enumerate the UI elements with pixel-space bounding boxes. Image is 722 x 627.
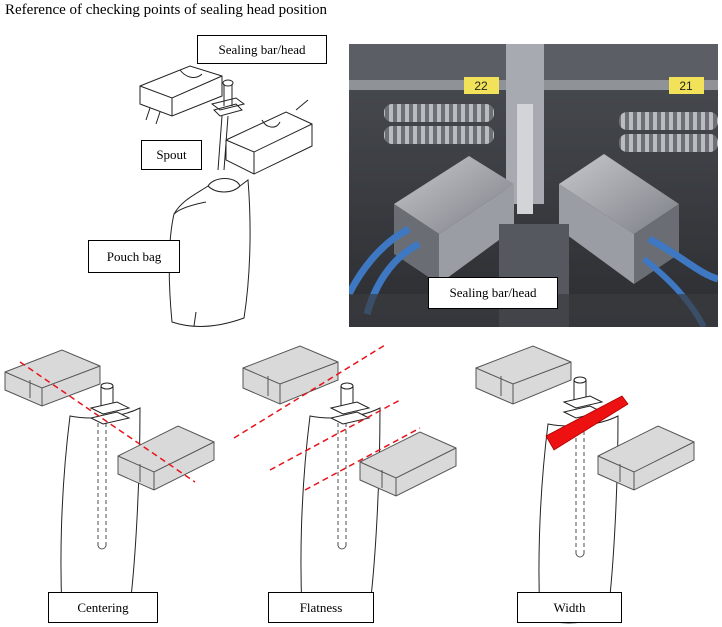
width-seal-highlight (545, 395, 629, 451)
photo-illustration: 22 21 (349, 44, 718, 327)
label-sealing-bar-head-top: Sealing bar/head (197, 35, 327, 64)
photo-hose-right (647, 235, 718, 283)
photo-hose-left (349, 225, 411, 296)
label-pouch-bag: Pouch bag (88, 240, 180, 273)
sketch-seal-block-left (139, 65, 223, 117)
label-centering: Centering (48, 592, 158, 623)
photo-tag-right-text: 21 (679, 79, 693, 93)
centering-check-line (19, 361, 196, 483)
width-diagram (475, 345, 695, 624)
flatness-check-line-3 (304, 427, 421, 491)
centering-diagram (4, 349, 215, 616)
photo-seal-head-left (394, 156, 514, 234)
label-width: Width (517, 592, 622, 623)
label-flatness: Flatness (268, 592, 374, 623)
sketch-seal-block-right (225, 111, 313, 175)
photo-tag-left (464, 77, 499, 94)
photo-spring-left-1 (384, 104, 494, 122)
photo-spring-right-2 (619, 134, 718, 152)
photo-seal-head-right (559, 154, 679, 234)
photo-spring-left-2 (384, 126, 494, 144)
photo-spring-right-1 (619, 112, 718, 130)
flatness-check-line-2 (269, 399, 401, 471)
label-sealing-bar-head-photo: Sealing bar/head (428, 277, 558, 309)
sealing-bar-photo: 22 21 (349, 44, 718, 327)
photo-tag-left-text: 22 (474, 79, 488, 93)
flatness-diagram (233, 344, 457, 616)
label-spout: Spout (141, 140, 202, 170)
page-title: Reference of checking points of sealing … (5, 2, 327, 18)
photo-tag-right (669, 77, 704, 94)
sketch-spout (223, 84, 233, 106)
